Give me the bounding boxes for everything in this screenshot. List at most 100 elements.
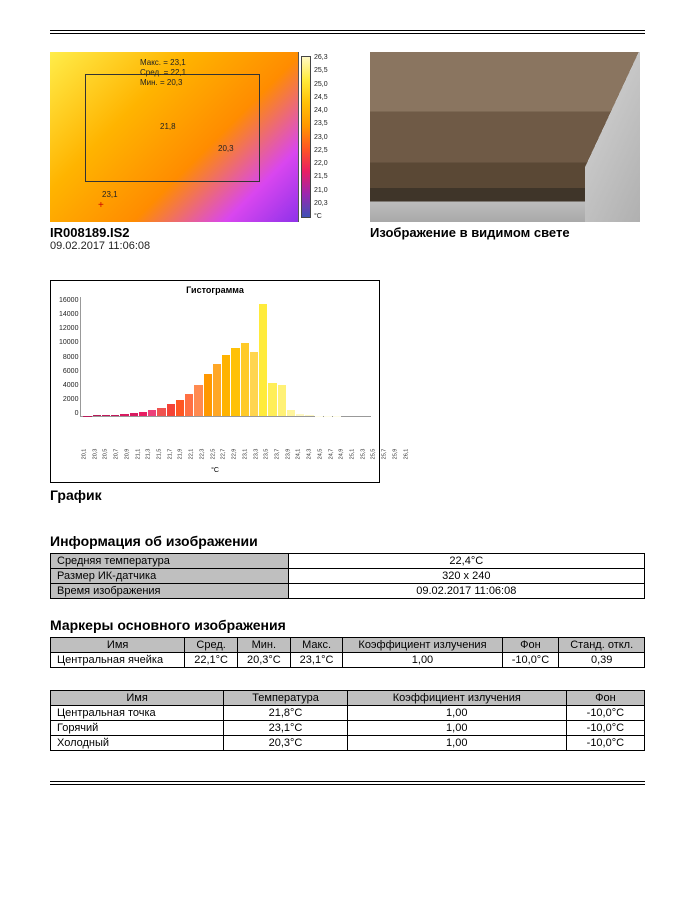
hist-bar: [93, 415, 101, 416]
table-cell: 20,3°C: [237, 653, 290, 668]
table-row: Центральная ячейка22,1°C20,3°C23,1°C1,00…: [51, 653, 645, 668]
table-cell: Холодный: [51, 736, 224, 751]
table-header: Станд. откл.: [559, 638, 645, 653]
table-cell: Центральная ячейка: [51, 653, 185, 668]
histogram-yaxis: 1600014000120001000080006000400020000: [59, 297, 80, 417]
table-cell: 1,00: [343, 653, 502, 668]
hist-bar: [130, 413, 138, 416]
thermal-filename: IR008189.IS2: [50, 225, 340, 240]
table-row: Средняя температура22,4°C: [51, 554, 645, 569]
hist-ytick: 0: [59, 410, 78, 417]
hist-bar: [231, 348, 239, 416]
table-header: Температура: [224, 691, 348, 706]
scale-tick: 21,5: [314, 173, 339, 180]
hist-bar: [296, 414, 304, 416]
table-row: Центральная точка21,8°C1,00-10,0°C: [51, 706, 645, 721]
markers-table-wrap: ИмяСред.Мин.Макс.Коэффициент излученияФо…: [50, 637, 645, 668]
bottom-rule: [50, 781, 645, 785]
hist-xtick: 26,1: [403, 449, 421, 460]
scale-tick: 25,0: [314, 81, 339, 88]
overlay-avg: Сред. = 22,1: [140, 68, 186, 77]
hist-ytick: 16000: [59, 297, 78, 304]
info-label: Размер ИК-датчика: [51, 569, 289, 584]
table-row: Горячий23,1°C1,00-10,0°C: [51, 721, 645, 736]
thermal-image: Макс. = 23,1 Сред. = 22,1 Мин. = 20,3 21…: [50, 52, 340, 222]
table-header-row: ИмяСред.Мин.Макс.Коэффициент излученияФо…: [51, 638, 645, 653]
hist-bar: [111, 415, 119, 416]
table-header: Коэффициент излучения: [343, 638, 502, 653]
table-header: Мин.: [237, 638, 290, 653]
info-table-wrap: Средняя температура22,4°CРазмер ИК-датчи…: [50, 553, 645, 599]
scale-tick: 24,5: [314, 94, 339, 101]
hist-bar: [157, 408, 165, 416]
hist-ytick: 14000: [59, 311, 78, 318]
scale-tick: 23,5: [314, 120, 339, 127]
report-page: Макс. = 23,1 Сред. = 22,1 Мин. = 20,3 21…: [0, 0, 695, 825]
thermal-timestamp: 09.02.2017 11:06:08: [50, 240, 340, 252]
overlay-min: Мин. = 20,3: [140, 78, 182, 87]
table-cell: Центральная точка: [51, 706, 224, 721]
table-row: Холодный20,3°C1,00-10,0°C: [51, 736, 645, 751]
table-header: Имя: [51, 691, 224, 706]
hist-ytick: 10000: [59, 339, 78, 346]
overlay-p3: 23,1: [102, 190, 118, 199]
hist-bar: [204, 374, 212, 416]
table-cell: 1,00: [347, 736, 566, 751]
overlay-max: Макс. = 23,1: [140, 58, 186, 67]
table-header: Макс.: [290, 638, 343, 653]
hist-ytick: 4000: [59, 382, 78, 389]
top-rule: [50, 30, 645, 34]
temperature-scale: 26,325,525,024,524,023,523,022,522,021,5…: [298, 52, 340, 222]
scale-tick: 22,0: [314, 160, 339, 167]
hist-bar: [167, 404, 175, 416]
table-header: Сред.: [185, 638, 238, 653]
table-cell: Горячий: [51, 721, 224, 736]
table-cell: 22,1°C: [185, 653, 238, 668]
table-cell: 0,39: [559, 653, 645, 668]
info-value: 22,4°C: [288, 554, 644, 569]
markers-title: Маркеры основного изображения: [50, 617, 645, 633]
table-header-row: ИмяТемператураКоэффициент излученияФон: [51, 691, 645, 706]
hist-bar: [278, 385, 286, 416]
table-row: Время изображения09.02.2017 11:06:08: [51, 584, 645, 599]
info-value: 320 x 240: [288, 569, 644, 584]
table-cell: 20,3°C: [224, 736, 348, 751]
hist-bar: [268, 383, 276, 416]
histogram-box: Гистограмма 1600014000120001000080006000…: [50, 280, 380, 483]
markers-table: ИмяСред.Мин.Макс.Коэффициент излученияФо…: [50, 637, 645, 668]
visible-caption: Изображение в видимом свете: [370, 225, 640, 240]
hist-bar: [120, 414, 128, 416]
hist-ytick: 2000: [59, 396, 78, 403]
scale-unit: °C: [314, 213, 339, 220]
histogram-unit: °C: [59, 467, 371, 474]
histogram-caption: График: [50, 487, 645, 503]
info-value: 09.02.2017 11:06:08: [288, 584, 644, 599]
overlay-p1: 21,8: [160, 122, 176, 131]
scale-colorbar: [301, 56, 311, 218]
scale-tick: 23,0: [314, 134, 339, 141]
hist-ytick: 6000: [59, 368, 78, 375]
scale-tick: 22,5: [314, 147, 339, 154]
histogram-title: Гистограмма: [59, 285, 371, 295]
hist-bar: [305, 415, 313, 416]
images-row: Макс. = 23,1 Сред. = 22,1 Мин. = 20,3 21…: [50, 52, 645, 252]
histogram-xaxis: 20,120,320,520,720,921,121,321,521,721,9…: [59, 437, 371, 455]
hist-bar: [241, 343, 249, 416]
info-title: Информация об изображении: [50, 533, 645, 549]
table-cell: -10,0°C: [502, 653, 559, 668]
table-cell: 23,1°C: [290, 653, 343, 668]
hist-bar: [139, 412, 147, 416]
table-cell: 1,00: [347, 721, 566, 736]
histogram-bars: [80, 297, 371, 417]
histogram-plot: 1600014000120001000080006000400020000: [59, 297, 371, 437]
table-cell: 1,00: [347, 706, 566, 721]
table-header: Фон: [502, 638, 559, 653]
hist-bar: [176, 400, 184, 416]
hist-bar: [102, 415, 110, 416]
hist-bar: [148, 410, 156, 416]
scale-tick: 26,3: [314, 54, 339, 61]
hist-bar: [194, 385, 202, 416]
hist-bar: [287, 410, 295, 416]
hist-bar: [185, 394, 193, 416]
table-cell: 23,1°C: [224, 721, 348, 736]
